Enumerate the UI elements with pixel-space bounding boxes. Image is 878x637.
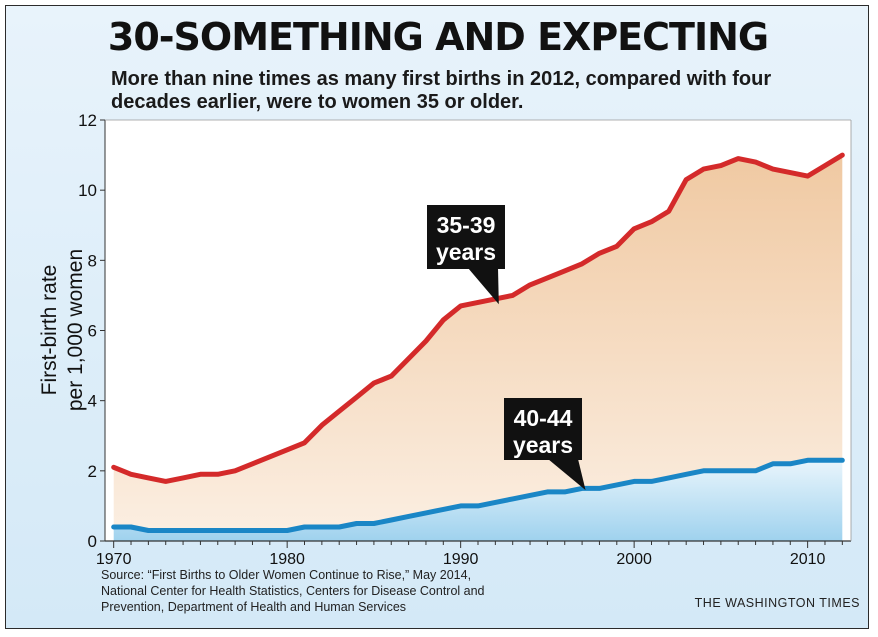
callout-35-39-label-line: years bbox=[436, 239, 496, 265]
series-line-40-44 bbox=[111, 457, 845, 533]
source-note: Source: “First Births to Older Women Con… bbox=[101, 568, 485, 614]
x-tick-label-1970: 1970 bbox=[96, 551, 132, 568]
y-tick-label-2: 2 bbox=[88, 462, 97, 481]
y-tick-label-10: 10 bbox=[78, 181, 97, 200]
series-line-35-39 bbox=[111, 152, 845, 484]
callout-40-44-label-line: years bbox=[513, 432, 573, 458]
y-axis-label-line: per 1,000 women bbox=[64, 249, 87, 411]
y-tick-label-12: 12 bbox=[78, 111, 97, 130]
y-axis-label: First-birth rate per 1,000 women bbox=[38, 249, 87, 411]
callout-40-44-label-line: 40-44 bbox=[514, 405, 573, 431]
x-tick-label-2000: 2000 bbox=[616, 551, 652, 568]
chart-title: 30-SOMETHING AND EXPECTING bbox=[107, 15, 769, 59]
y-tick-label-6: 6 bbox=[88, 322, 97, 341]
x-tick-label-1990: 1990 bbox=[443, 551, 479, 568]
callout-35-39-pointer bbox=[468, 268, 499, 305]
callout-40-44-label: 40-44 years bbox=[513, 405, 573, 458]
x-tick-label-2010: 2010 bbox=[790, 551, 826, 568]
callout-40-44-pointer bbox=[548, 459, 586, 491]
area-35-39 bbox=[113, 155, 843, 531]
y-tick-label-8: 8 bbox=[88, 251, 97, 270]
y-axis-label-line: First-birth rate bbox=[38, 265, 61, 396]
callout-35-39-box bbox=[427, 205, 505, 269]
publisher-credit: THE WASHINGTON TIMES bbox=[694, 596, 860, 610]
x-tick-label-1980: 1980 bbox=[269, 551, 305, 568]
chart-subtitle: More than nine times as many first birth… bbox=[111, 68, 772, 113]
callout-40-44-box bbox=[504, 398, 582, 460]
y-tick-label-0: 0 bbox=[88, 532, 97, 551]
y-tick-label-4: 4 bbox=[88, 392, 97, 411]
callout-35-39-label: 35-39 years bbox=[436, 212, 496, 265]
callout-35-39-label-line: 35-39 bbox=[437, 212, 496, 238]
